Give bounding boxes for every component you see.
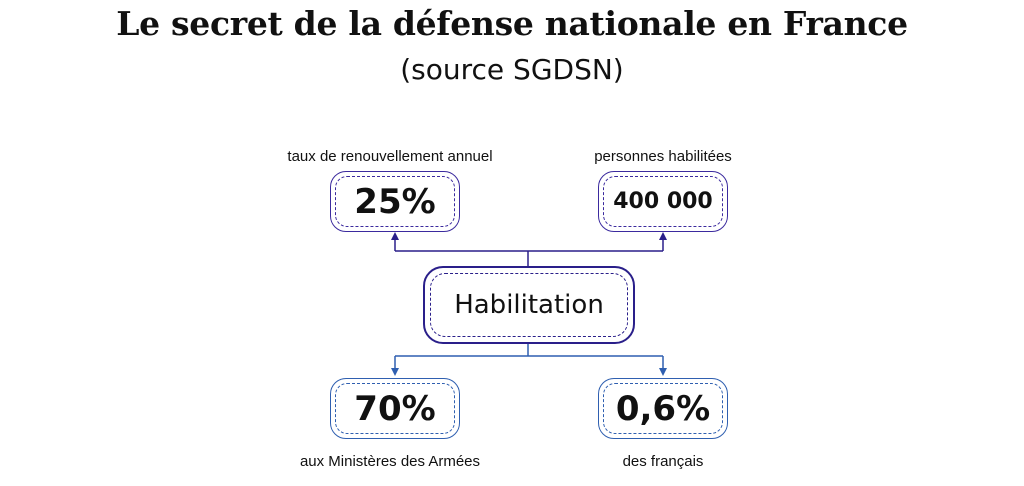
- page-title: Le secret de la défense nationale en Fra…: [116, 4, 908, 43]
- arrow-up-right: [659, 232, 667, 240]
- node-francais: 0,6%: [598, 378, 728, 439]
- top-connectors: [394, 238, 664, 266]
- caption-francais: des français: [622, 453, 704, 470]
- caption-renouvellement: taux de renouvellement annuel: [287, 148, 493, 165]
- arrow-down-right: [659, 368, 667, 376]
- value-habilitees: 400 000: [613, 189, 713, 214]
- value-renouvellement: 25%: [354, 181, 436, 222]
- arrow-down-left: [391, 368, 399, 376]
- node-habilitation: Habilitation: [423, 266, 635, 344]
- center-label: Habilitation: [454, 290, 604, 320]
- node-ministeres: 70%: [330, 378, 460, 439]
- arrow-up-left: [391, 232, 399, 240]
- caption-habilitees: personnes habilitées: [594, 148, 732, 165]
- page-subtitle: (source SGDSN): [400, 53, 624, 86]
- node-habilitees: 400 000: [598, 171, 728, 232]
- value-ministeres: 70%: [354, 388, 436, 429]
- value-francais: 0,6%: [615, 388, 711, 429]
- node-renouvellement: 25%: [330, 171, 460, 232]
- bottom-connectors: [394, 344, 664, 370]
- caption-ministeres: aux Ministères des Armées: [299, 453, 481, 470]
